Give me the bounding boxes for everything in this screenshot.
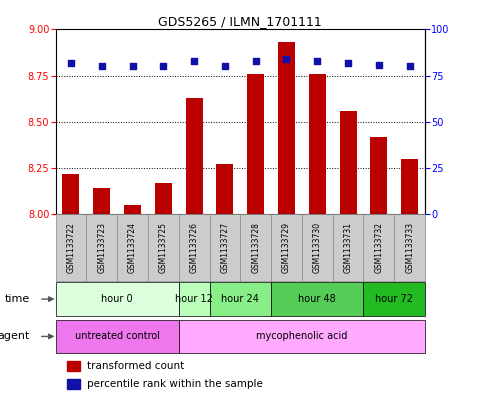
Bar (210, 214, 240, 281)
Text: mycophenolic acid: mycophenolic acid (256, 331, 348, 342)
Bar (179, 320, 425, 353)
Point (375, 61, 383, 68)
Text: time: time (4, 294, 29, 304)
Bar (216, 164, 233, 214)
Point (283, 56, 290, 62)
Bar (340, 111, 356, 214)
Bar (271, 283, 364, 316)
Point (128, 63, 136, 70)
Text: GSM1133733: GSM1133733 (405, 222, 414, 273)
Text: GSM1133728: GSM1133728 (251, 222, 260, 273)
Text: agent: agent (0, 331, 29, 342)
Bar (278, 42, 295, 214)
Point (406, 63, 413, 70)
Bar (185, 98, 202, 214)
Point (252, 58, 259, 64)
Bar (56, 283, 179, 316)
Text: GSM1133725: GSM1133725 (159, 222, 168, 273)
Bar (93, 188, 110, 214)
Bar (302, 214, 333, 281)
Text: hour 24: hour 24 (221, 294, 259, 304)
Text: GSM1133723: GSM1133723 (97, 222, 106, 273)
Text: hour 12: hour 12 (175, 294, 213, 304)
Text: GSM1133732: GSM1133732 (374, 222, 384, 273)
Bar (364, 283, 425, 316)
Text: hour 0: hour 0 (101, 294, 133, 304)
Bar (124, 205, 141, 214)
Bar (271, 214, 302, 281)
Bar (309, 74, 326, 214)
Text: GSM1133726: GSM1133726 (190, 222, 199, 273)
Text: GSM1133724: GSM1133724 (128, 222, 137, 273)
Bar (401, 159, 418, 214)
Title: GDS5265 / ILMN_1701111: GDS5265 / ILMN_1701111 (158, 15, 322, 28)
Bar (86, 214, 117, 281)
Text: percentile rank within the sample: percentile rank within the sample (87, 379, 263, 389)
Text: GSM1133727: GSM1133727 (220, 222, 229, 273)
Bar (155, 183, 172, 214)
Bar (370, 137, 387, 214)
Bar (148, 214, 179, 281)
Text: GSM1133731: GSM1133731 (343, 222, 353, 273)
Bar (247, 74, 264, 214)
Bar (240, 214, 271, 281)
Bar (67, 361, 80, 371)
Bar (210, 283, 271, 316)
Text: GSM1133722: GSM1133722 (67, 222, 75, 273)
Bar (56, 320, 179, 353)
Point (313, 58, 321, 64)
Bar (179, 214, 210, 281)
Point (221, 63, 229, 70)
Point (190, 58, 198, 64)
Bar (179, 283, 210, 316)
Text: GSM1133729: GSM1133729 (282, 222, 291, 273)
Point (159, 63, 167, 70)
Bar (394, 214, 425, 281)
Bar (56, 214, 86, 281)
Bar (364, 214, 394, 281)
Point (344, 60, 352, 66)
Point (67, 60, 75, 66)
Text: transformed count: transformed count (87, 361, 184, 371)
Point (98, 63, 106, 70)
Text: untreated control: untreated control (75, 331, 159, 342)
Bar (62, 174, 79, 214)
Bar (117, 214, 148, 281)
Text: hour 48: hour 48 (298, 294, 336, 304)
Text: GSM1133730: GSM1133730 (313, 222, 322, 273)
Text: hour 72: hour 72 (375, 294, 413, 304)
Bar (67, 379, 80, 389)
Bar (333, 214, 364, 281)
